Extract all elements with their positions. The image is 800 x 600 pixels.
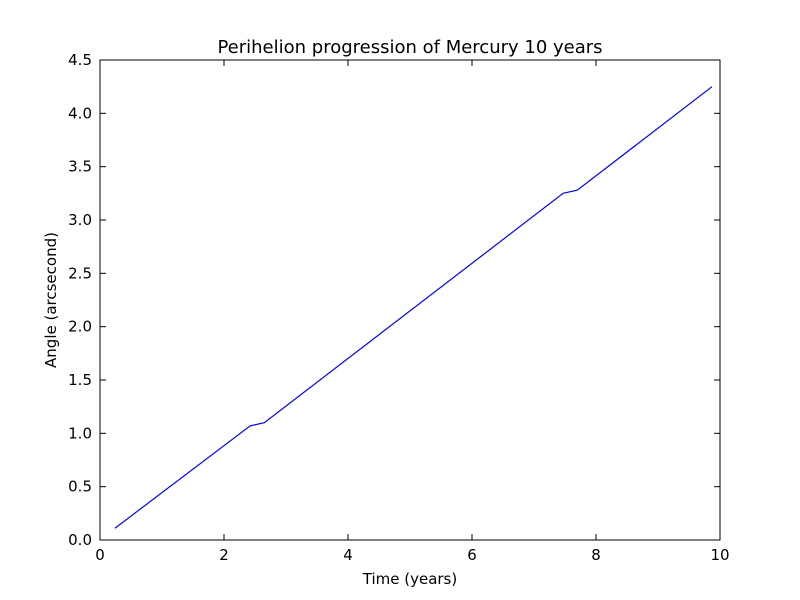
y-tick-label: 0.5 (68, 478, 92, 496)
x-tick-label: 4 (343, 546, 353, 564)
y-axis-label: Angle (arcsecond) (42, 232, 60, 368)
x-tick-label: 8 (591, 546, 601, 564)
y-tick-label: 2.5 (68, 264, 92, 282)
y-tick-label: 0.0 (68, 531, 92, 549)
y-tick-label: 3.0 (68, 211, 92, 229)
series-line-0 (114, 86, 713, 529)
axes-frame (99, 59, 721, 541)
y-tick-label: 1.5 (68, 371, 92, 389)
plot-area: 0 2 4 6 8 10 0.0 0.5 1.0 1.5 2.0 2.5 3.0 3.5 4.0 4.5 (68, 51, 729, 564)
x-tick-label: 0 (95, 546, 105, 564)
x-tick-label: 6 (467, 546, 477, 564)
y-tick-label: 2.0 (68, 318, 92, 336)
y-tick-label: 1.0 (68, 424, 92, 442)
chart-title: Perihelion progression of Mercury 10 yea… (217, 37, 602, 58)
y-tick-label: 3.5 (68, 158, 92, 176)
x-tick-label: 10 (710, 546, 729, 564)
x-tick-label: 2 (219, 546, 229, 564)
y-tick-label: 4.5 (68, 51, 92, 69)
x-axis-label: Time (years) (362, 570, 457, 588)
y-tick-label: 4.0 (68, 104, 92, 122)
